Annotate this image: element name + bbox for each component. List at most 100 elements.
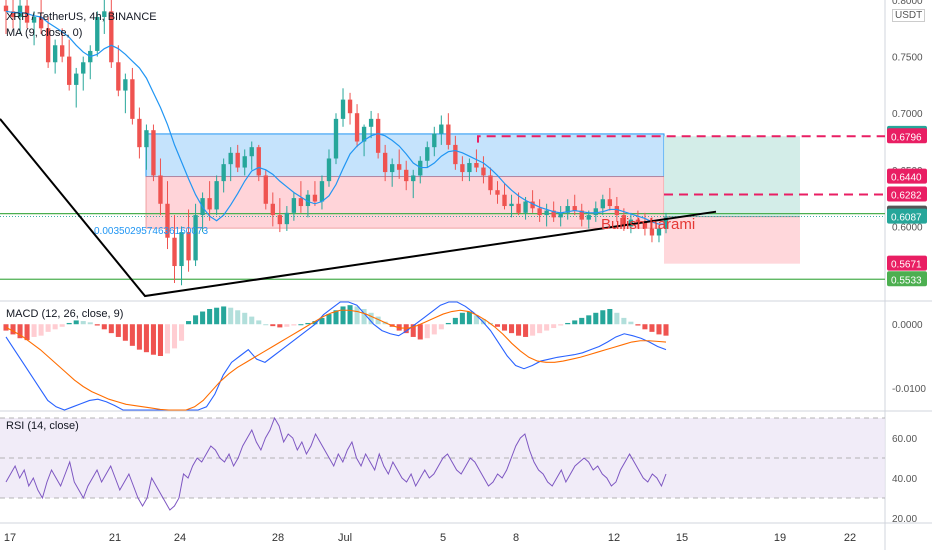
price-tick-label: 0.7500 <box>892 53 923 64</box>
macd-histogram-bar <box>242 312 248 325</box>
macd-histogram-bar <box>249 316 255 325</box>
macd-histogram-bar <box>66 322 72 325</box>
candle-body <box>305 194 311 207</box>
macd-histogram-bar <box>200 311 206 325</box>
macd-histogram-bar <box>3 324 9 331</box>
candle-body <box>340 99 346 119</box>
candle-body <box>165 203 170 238</box>
macd-histogram-bar <box>459 312 465 325</box>
macd-histogram-bar <box>635 324 641 326</box>
candle-body <box>474 163 479 168</box>
macd-histogram-bar <box>621 317 627 325</box>
candle-body <box>284 212 290 225</box>
candle-body <box>277 215 283 225</box>
macd-histogram-bar <box>375 316 381 325</box>
macd-histogram-bar <box>530 324 536 336</box>
macd-histogram-bar <box>52 324 58 330</box>
macd-histogram-bar <box>417 324 423 340</box>
macd-histogram-bar <box>333 310 339 325</box>
rsi-tick-label: 20.00 <box>892 514 917 525</box>
macd-histogram-bar <box>164 324 171 354</box>
candle-body <box>263 175 268 204</box>
price-label-badge <box>887 208 927 224</box>
macd-histogram-bar <box>523 324 529 337</box>
candle-body <box>488 175 493 191</box>
candle-body <box>432 133 437 148</box>
macd-histogram-bar <box>17 324 23 339</box>
time-axis[interactable]: 17 21 24 28 Jul 5 8 12 15 19 22 <box>4 532 856 544</box>
time-tick-label: Jul <box>338 532 352 544</box>
candle-body <box>544 210 549 216</box>
price-label-text: 0.5533 <box>891 275 922 286</box>
macd-histogram-bar <box>361 308 367 325</box>
macd-histogram-bar <box>438 324 444 330</box>
candle-body <box>291 198 297 213</box>
price-pane[interactable] <box>0 0 885 298</box>
macd-histogram-bar <box>10 324 16 335</box>
candle-body <box>621 215 627 227</box>
candle-body <box>656 228 662 236</box>
price-label-text: 0.6087 <box>891 213 922 224</box>
candle-body <box>228 152 233 165</box>
candle-body <box>354 113 360 142</box>
macd-pane[interactable] <box>3 301 669 411</box>
candle-body <box>607 199 613 207</box>
time-tick-label: 28 <box>272 532 284 544</box>
candle-body <box>172 237 177 267</box>
candle-body <box>530 201 535 209</box>
candle-body <box>144 130 149 148</box>
currency-badge[interactable]: USDT <box>892 9 926 22</box>
ma-line <box>5 10 666 225</box>
candle-body <box>628 219 634 227</box>
candle-body <box>81 62 86 74</box>
candle-body <box>382 152 388 173</box>
macd-histogram-bar <box>445 322 451 325</box>
macd-histogram-bar <box>291 324 297 326</box>
rsi-pane[interactable] <box>0 416 885 511</box>
rsi-tick-label: 60.00 <box>892 434 917 445</box>
macd-histogram-bar <box>319 317 325 325</box>
macd-histogram-bar <box>642 324 648 330</box>
rsi-line <box>5 416 667 511</box>
price-axis[interactable]: 0.80000.75000.70000.65000.60000.68170.67… <box>887 0 927 525</box>
candle-body <box>509 203 514 207</box>
macd-histogram-bar <box>305 322 311 325</box>
candle-body <box>130 79 135 119</box>
macd-histogram-bar <box>38 324 44 336</box>
candle-body <box>467 163 472 173</box>
candle-body <box>151 130 156 176</box>
candle-body <box>3 5 9 12</box>
macd-histogram-bar <box>326 314 332 325</box>
time-tick-label: 15 <box>676 532 688 544</box>
macd-histogram-bar <box>656 324 662 335</box>
macd-histogram-bar <box>516 324 522 336</box>
candle-body <box>495 190 500 195</box>
macd-histogram-bar <box>179 324 185 341</box>
candle-body <box>59 45 65 57</box>
candle-body <box>516 203 521 213</box>
candle-body <box>137 118 142 148</box>
candle-body <box>439 124 444 134</box>
macd-indicator-label[interactable]: MACD (12, 26, close, 9) <box>6 308 124 320</box>
candle-body <box>446 124 451 145</box>
candle-body <box>460 164 465 173</box>
candle-body <box>642 221 648 229</box>
macd-histogram-bar <box>171 324 178 349</box>
macd-histogram-bar <box>600 310 606 325</box>
macd-histogram-bar <box>431 324 437 335</box>
candle-body <box>614 206 620 216</box>
time-tick-label: 24 <box>174 532 186 544</box>
candle-body <box>319 181 325 202</box>
macd-histogram-bar <box>614 312 620 325</box>
candle-body <box>249 147 254 157</box>
candle-body <box>207 198 212 210</box>
macd-histogram-bar <box>509 324 515 334</box>
macd-histogram-bar <box>136 324 142 350</box>
rsi-indicator-label[interactable]: RSI (14, close) <box>6 420 79 432</box>
candle-body <box>45 28 51 63</box>
ma-indicator-label[interactable]: MA (9, close, 0) <box>6 27 83 39</box>
candle-body <box>453 144 458 165</box>
candle-body <box>123 79 128 91</box>
macd-histogram-bar <box>593 312 599 325</box>
